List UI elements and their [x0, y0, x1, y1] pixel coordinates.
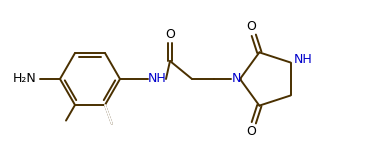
Text: N: N: [231, 73, 241, 86]
Text: O: O: [246, 20, 256, 33]
Text: NH: NH: [293, 53, 312, 66]
Text: H₂N: H₂N: [13, 73, 37, 86]
Text: NH: NH: [147, 73, 167, 86]
Text: O: O: [165, 27, 175, 41]
Text: O: O: [246, 125, 256, 138]
